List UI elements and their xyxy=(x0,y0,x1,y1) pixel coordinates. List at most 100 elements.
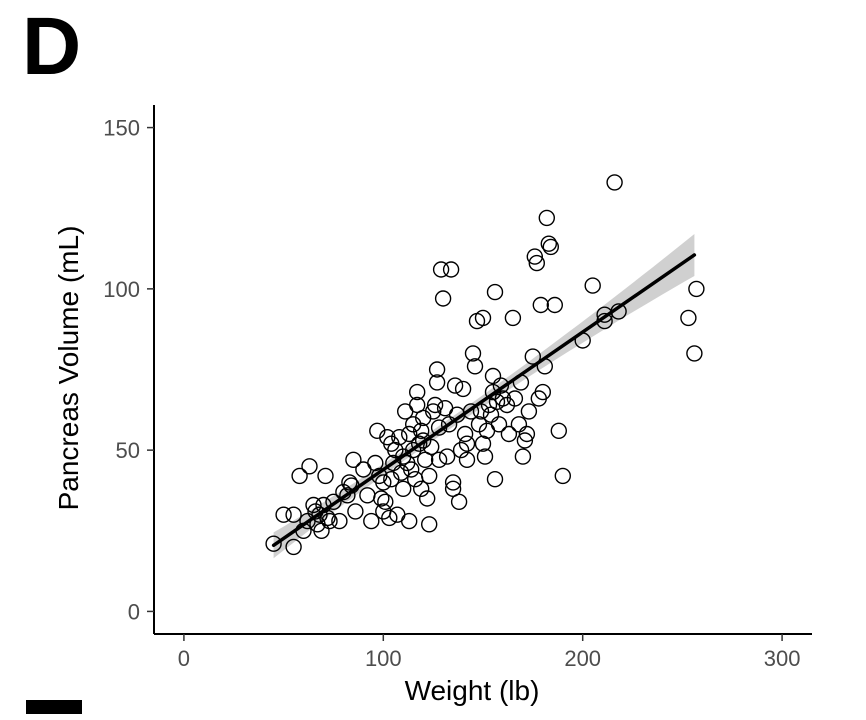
data-point xyxy=(432,261,450,278)
data-point xyxy=(265,535,282,552)
data-point xyxy=(419,490,436,507)
data-point xyxy=(317,467,334,485)
data-point xyxy=(411,435,428,452)
confidence-band xyxy=(273,234,695,559)
data-point xyxy=(606,174,623,191)
data-point xyxy=(305,496,322,514)
regression-line-layer xyxy=(271,253,697,548)
data-point xyxy=(486,471,504,488)
data-point xyxy=(339,487,356,504)
confidence-band-layer xyxy=(273,234,695,559)
data-point xyxy=(456,425,474,443)
data-point xyxy=(534,383,551,401)
data-points-layer xyxy=(265,174,705,556)
data-point xyxy=(438,448,456,465)
data-point xyxy=(345,451,362,468)
data-point xyxy=(506,390,524,407)
data-point xyxy=(325,493,342,510)
data-point xyxy=(514,448,532,465)
next-panel-letter-fragment xyxy=(26,700,82,714)
x-tick-label: 300 xyxy=(764,646,801,671)
data-point xyxy=(584,277,601,294)
data-point xyxy=(484,367,502,385)
data-point xyxy=(686,345,703,362)
x-axis-title: Weight (lb) xyxy=(405,675,540,706)
data-point xyxy=(476,448,494,465)
data-point xyxy=(405,441,422,459)
data-point xyxy=(409,383,426,401)
data-point xyxy=(425,403,442,420)
data-point xyxy=(434,290,452,307)
data-point xyxy=(275,506,292,523)
data-point xyxy=(532,296,549,314)
data-point xyxy=(331,512,348,530)
data-point xyxy=(540,235,557,252)
data-point xyxy=(680,309,697,327)
data-point xyxy=(520,403,538,420)
data-point xyxy=(464,345,482,362)
data-point xyxy=(319,509,336,527)
data-point xyxy=(458,435,476,452)
data-point xyxy=(421,516,438,533)
data-point xyxy=(301,458,318,475)
y-axis-title: Pancreas Volume (mL) xyxy=(53,226,84,511)
data-point xyxy=(401,425,418,443)
data-point xyxy=(428,361,446,378)
data-point xyxy=(458,451,476,468)
data-point xyxy=(546,296,563,314)
data-point xyxy=(490,416,508,433)
axes-layer xyxy=(153,105,812,635)
data-point xyxy=(413,480,430,497)
data-point xyxy=(550,422,567,439)
data-point xyxy=(444,474,462,491)
data-point xyxy=(542,238,559,256)
data-point xyxy=(450,493,468,510)
data-point xyxy=(528,254,545,272)
y-tick-label: 0 xyxy=(128,599,140,624)
data-point xyxy=(554,467,571,485)
data-point xyxy=(413,422,430,439)
data-point xyxy=(367,454,384,472)
data-point xyxy=(462,403,480,420)
data-point xyxy=(377,493,394,510)
data-point xyxy=(526,248,543,265)
data-point xyxy=(538,209,555,227)
data-point xyxy=(440,416,458,433)
data-point xyxy=(391,429,408,446)
data-point xyxy=(421,467,438,485)
data-point xyxy=(516,432,534,449)
data-point xyxy=(393,464,410,481)
data-point xyxy=(395,480,412,497)
data-point xyxy=(381,509,398,527)
x-tick-label: 0 xyxy=(178,646,190,671)
data-point xyxy=(291,467,308,485)
ticks-layer: 0 100 200 300 0 50 100 150 xyxy=(103,116,800,671)
panel-letter: D xyxy=(22,1,82,92)
y-tick-label: 100 xyxy=(103,277,140,302)
data-point xyxy=(466,358,484,375)
data-point xyxy=(504,309,522,327)
data-point xyxy=(446,377,464,394)
data-point xyxy=(510,416,528,433)
data-point xyxy=(454,380,472,398)
data-point xyxy=(359,487,376,504)
data-point xyxy=(492,377,510,394)
data-point xyxy=(321,512,338,530)
data-point xyxy=(341,474,358,491)
data-point xyxy=(423,438,440,456)
data-point xyxy=(403,461,420,478)
data-point xyxy=(401,512,418,530)
data-point xyxy=(442,261,460,278)
data-point xyxy=(375,474,392,491)
data-point xyxy=(355,461,372,478)
data-point xyxy=(474,435,492,452)
data-point xyxy=(428,374,446,391)
data-point xyxy=(500,425,518,443)
regression-line xyxy=(271,253,697,548)
data-point xyxy=(347,503,364,520)
data-point xyxy=(430,451,448,468)
x-tick-label: 100 xyxy=(365,646,402,671)
data-point xyxy=(285,506,302,523)
data-point xyxy=(474,309,492,327)
